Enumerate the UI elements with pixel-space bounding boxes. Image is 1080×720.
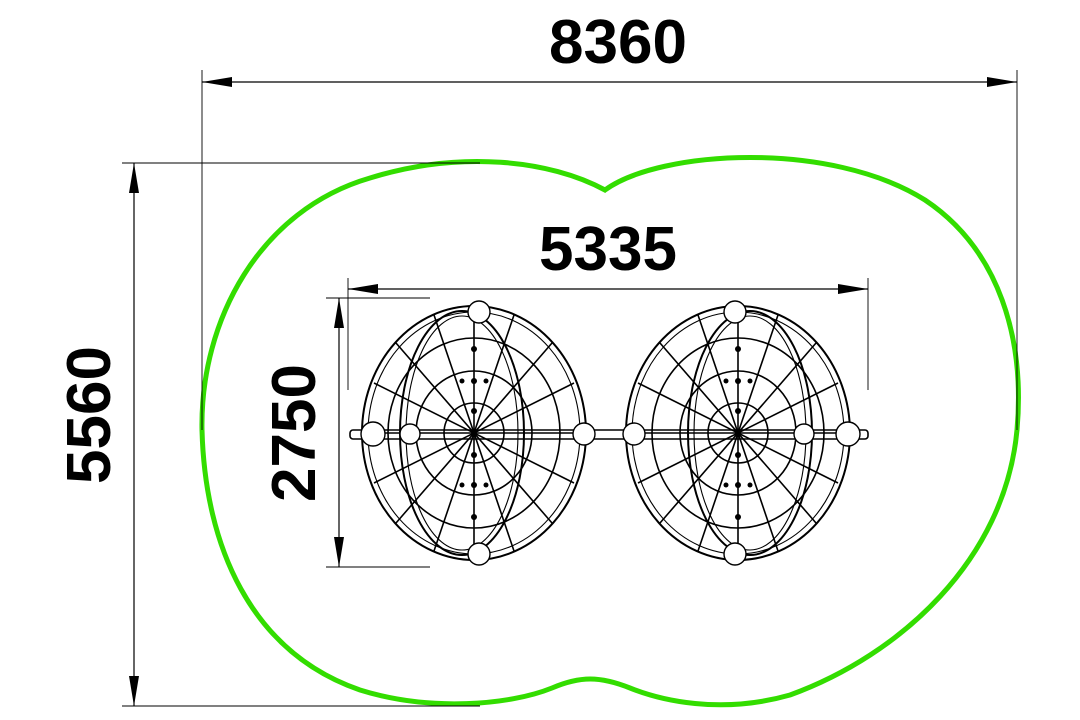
dimension-label-equipment-width: 5335 <box>539 215 677 284</box>
joint-ball-left <box>622 422 646 446</box>
joint-ball-right <box>572 422 596 446</box>
dimension-label-equipment-depth: 2750 <box>260 364 329 502</box>
web-knots <box>459 346 489 520</box>
climbing-globe-right <box>622 300 861 566</box>
dimension-label-total-depth: 5560 <box>55 346 124 484</box>
joint-ball-right-outer <box>835 421 861 447</box>
joint-ball-left-outer <box>360 421 386 447</box>
joint-ball-right-inner <box>793 423 815 445</box>
climbing-globe-left <box>360 300 596 566</box>
dimension-total-width: 8360 <box>201 8 1018 430</box>
dimension-label-total-width: 8360 <box>549 8 687 77</box>
central-beam <box>349 429 869 440</box>
dimension-equipment-depth: 2750 <box>260 297 430 568</box>
safety-zone-outline <box>199 155 1021 708</box>
joint-ball-left-inner <box>399 423 421 445</box>
web-knots <box>723 346 753 520</box>
dimension-equipment-width: 5335 <box>347 215 869 390</box>
dimension-total-depth: 5560 <box>55 162 480 707</box>
joint-ball-top <box>723 300 747 324</box>
joint-ball-top <box>467 300 491 324</box>
joint-ball-bottom <box>467 542 491 566</box>
joint-ball-bottom <box>723 542 747 566</box>
